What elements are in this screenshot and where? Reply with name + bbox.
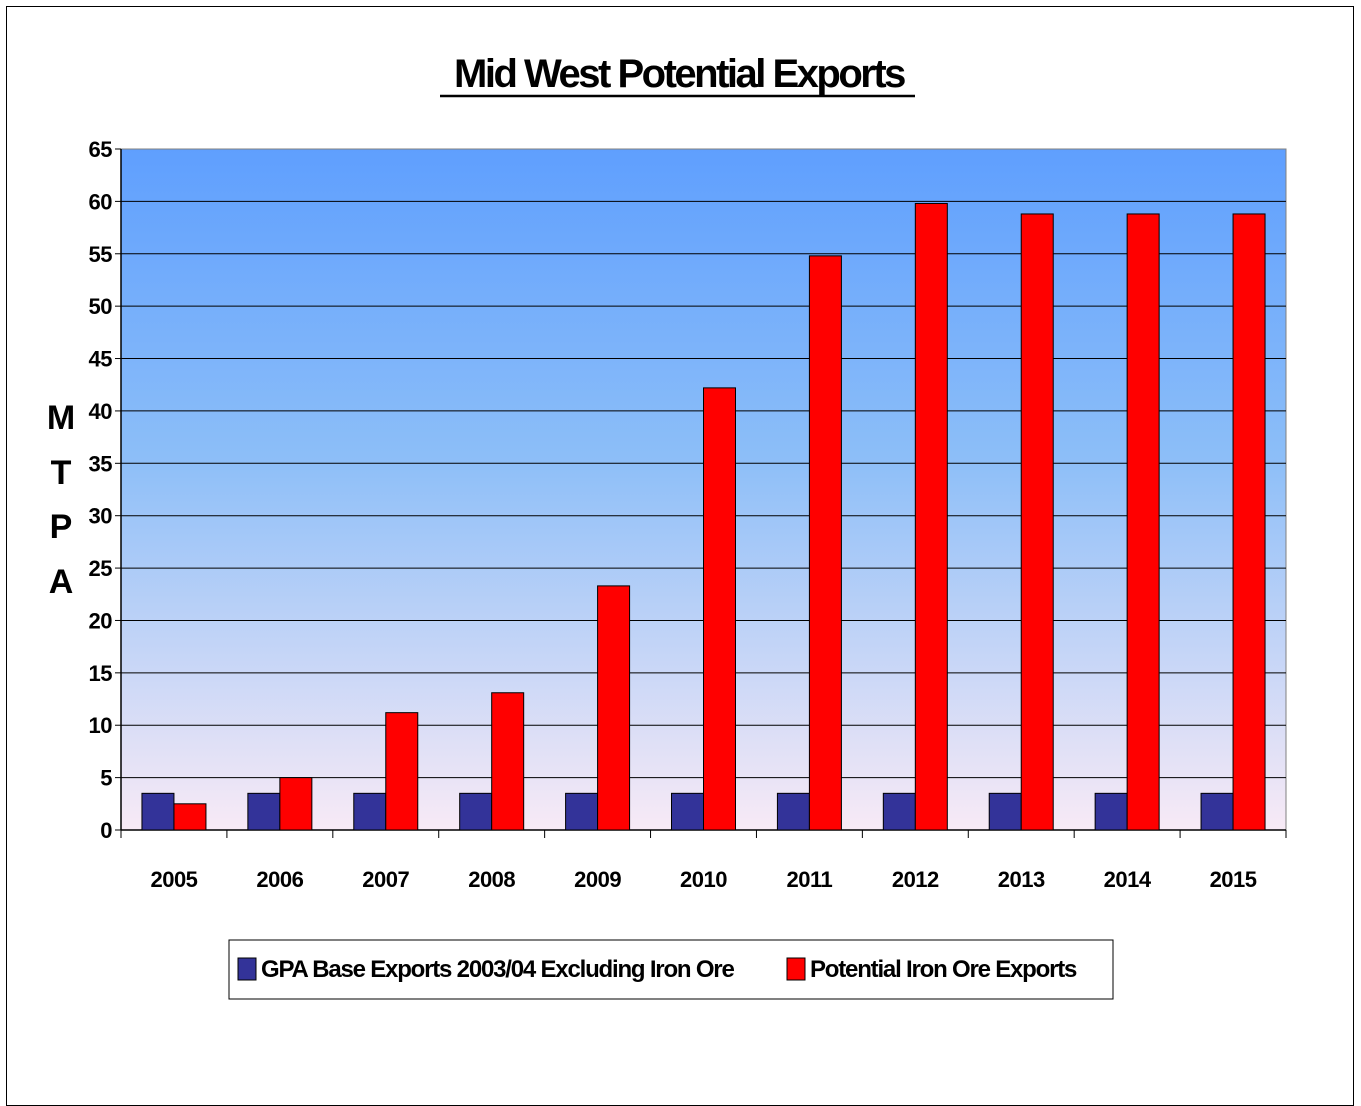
- bar-base-exports: [247, 792, 281, 831]
- x-tick-label: 2015: [1210, 867, 1257, 892]
- bar-iron-ore-exports: [1126, 213, 1160, 831]
- x-tick-label: 2008: [468, 867, 515, 892]
- legend-box: [228, 939, 1114, 1000]
- y-tick-label: 5: [100, 766, 112, 791]
- legend-label-base-exports: GPA Base Exports 2003/04 Excluding Iron …: [261, 956, 734, 983]
- x-tick-label: 2014: [1104, 867, 1152, 892]
- bar-iron-ore-exports: [491, 692, 525, 831]
- bar-base-exports: [353, 792, 387, 831]
- bar-iron-ore-exports: [914, 202, 948, 831]
- bar-iron-ore-exports: [1232, 213, 1266, 831]
- y-tick-label: 45: [89, 347, 113, 372]
- x-tick-label: 2006: [256, 867, 303, 892]
- y-tick-label: 40: [89, 399, 113, 424]
- bar-iron-ore-exports: [385, 712, 419, 831]
- bar-base-exports: [776, 792, 810, 831]
- x-axis: 2005 2006 2007 2008 2009 2010 2011 2012 2013 2014…: [120, 829, 1287, 892]
- y-tick-label: 65: [89, 137, 113, 162]
- x-tick-label: 2007: [362, 867, 409, 892]
- bar-iron-ore-exports: [703, 387, 736, 831]
- legend-swatch-iron-ore: [786, 957, 806, 981]
- chart-title: Mid West Potential Exports: [454, 52, 905, 96]
- y-tick-label: 25: [89, 556, 113, 581]
- bars: [141, 202, 1266, 831]
- bar-base-exports: [141, 792, 175, 831]
- bar-iron-ore-exports: [1020, 213, 1054, 831]
- x-tick-label: 2005: [150, 867, 197, 892]
- y-axis: 0 5 10 15 20 25 30 35 40 45 50 55 60 65: [89, 137, 122, 843]
- bar-base-exports: [671, 792, 704, 831]
- bar-iron-ore-exports: [279, 777, 313, 831]
- x-tick-label: 2012: [892, 867, 939, 892]
- legend-label-iron-ore: Potential Iron Ore Exports: [810, 956, 1077, 983]
- y-axis-label-letter: T: [51, 454, 72, 492]
- y-tick-label: 15: [89, 661, 113, 686]
- y-axis-label-letter: M: [47, 399, 75, 437]
- bar-iron-ore-exports: [173, 803, 207, 831]
- bar-base-exports: [1094, 792, 1128, 831]
- y-tick-label: 35: [89, 451, 113, 476]
- bar-base-exports: [988, 792, 1022, 831]
- x-tick-label: 2009: [574, 867, 621, 892]
- bar-base-exports: [882, 792, 916, 831]
- bar-base-exports: [1200, 792, 1234, 831]
- y-axis-label-letter: P: [50, 508, 73, 546]
- y-tick-label: 10: [89, 713, 113, 738]
- y-tick-label: 0: [100, 818, 112, 843]
- legend-swatch-base-exports: [237, 957, 257, 981]
- x-tick-label: 2010: [680, 867, 727, 892]
- x-tick-label: 2013: [998, 867, 1045, 892]
- legend: GPA Base Exports 2003/04 Excluding Iron …: [228, 939, 1114, 1000]
- x-tick-label: 2011: [787, 867, 833, 892]
- y-tick-label: 20: [89, 608, 113, 633]
- y-axis-label-letter: A: [49, 563, 74, 601]
- bar-base-exports: [459, 792, 493, 831]
- bar-iron-ore-exports: [597, 585, 631, 831]
- bar-base-exports: [565, 792, 599, 831]
- y-tick-label: 50: [89, 294, 113, 319]
- y-tick-label: 30: [89, 504, 113, 529]
- y-tick-label: 55: [89, 242, 113, 267]
- bar-iron-ore-exports: [808, 255, 842, 831]
- y-tick-label: 60: [89, 189, 113, 214]
